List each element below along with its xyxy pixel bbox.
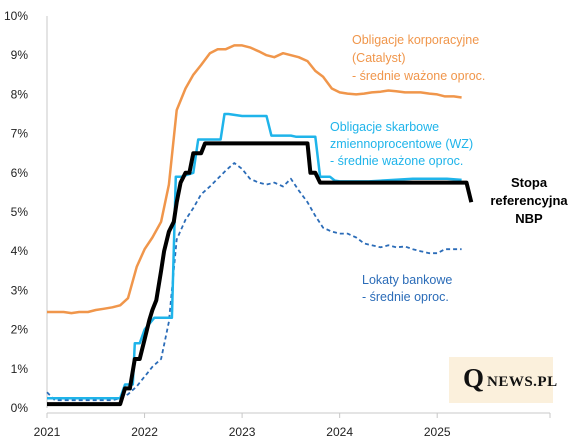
y-tick-label: 8% <box>11 87 29 101</box>
qnews-logo <box>449 357 553 403</box>
x-tick-label: 2025 <box>424 425 451 439</box>
x-tick-label: 2024 <box>326 425 353 439</box>
series-label-deposits: - średnie oproc. <box>362 290 449 304</box>
series-lines <box>46 44 474 407</box>
series-label-treasury: zmiennoprocentowe (WZ) <box>330 137 473 151</box>
y-tick-label: 7% <box>11 127 29 141</box>
series-label-deposits: Lokaty bankowe <box>362 273 452 287</box>
y-tick-label: 5% <box>11 205 29 219</box>
axes: 0% 1% 2% 3% 4% 5% 6% 7% 8% 9% 10% 2021 2022 2023 2024 2… <box>4 9 551 439</box>
logo-text: NEWS.PL <box>487 374 558 390</box>
series-label-corporate: Obligacje korporacyjne <box>352 33 479 47</box>
series-label-corporate: - średnie ważone oproc. <box>352 69 485 83</box>
series-label-nbp: Stopa <box>511 175 548 190</box>
x-tick-label: 2023 <box>229 425 256 439</box>
series-label-nbp: referencyjna <box>490 193 568 208</box>
y-tick-label: 1% <box>11 362 29 376</box>
series-label-corporate: (Catalyst) <box>352 51 405 65</box>
y-tick-label: 4% <box>11 244 29 258</box>
series-label-treasury: - średnie ważone oproc. <box>330 154 463 168</box>
series-label-treasury: Obligacje skarbowe <box>330 120 439 134</box>
series-labels: Obligacje korporacyjne (Catalyst) - średni… <box>330 33 568 304</box>
series-label-nbp: NBP <box>515 211 543 226</box>
y-tick-label: 2% <box>11 323 29 337</box>
y-tick-label: 0% <box>11 401 29 415</box>
y-tick-label: 3% <box>11 283 29 297</box>
x-tick-label: 2022 <box>131 425 158 439</box>
y-tick-label: 9% <box>11 48 29 62</box>
series-line-corporate <box>47 44 462 315</box>
y-tick-label: 10% <box>4 9 28 23</box>
x-tick-label: 2021 <box>34 425 61 439</box>
y-tick-label: 6% <box>11 166 29 180</box>
series-line-nbp <box>47 141 474 407</box>
logo-q: Q <box>463 363 485 393</box>
